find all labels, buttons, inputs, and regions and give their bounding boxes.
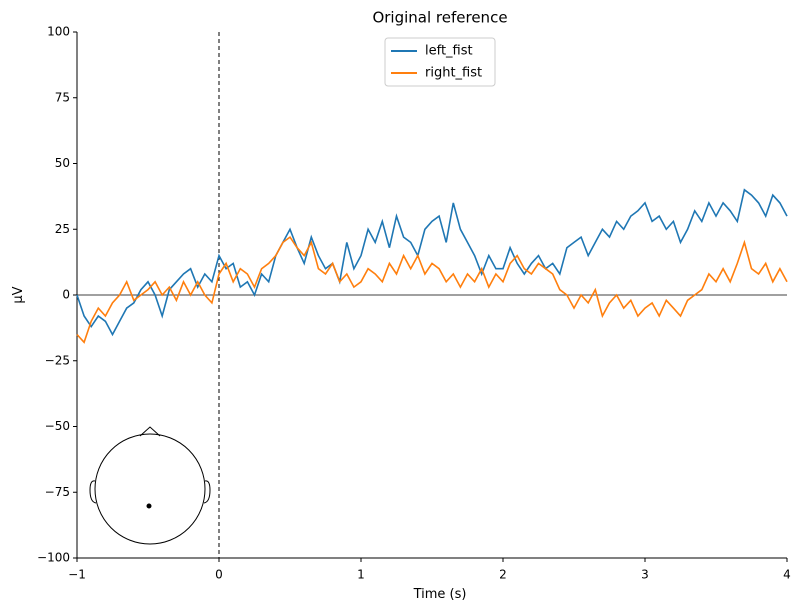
y-tick-label: −25 [45, 353, 70, 367]
legend: left_fist right_fist [384, 37, 496, 87]
y-tick-label: 0 [62, 288, 70, 302]
chart-title: Original reference [372, 9, 507, 27]
x-tick-label: 0 [215, 568, 223, 582]
x-tick-label: 1 [357, 568, 365, 582]
x-tick-label: 4 [783, 568, 791, 582]
x-tick-label: 3 [641, 568, 649, 582]
y-tick-label: 25 [55, 222, 70, 236]
y-tick-label: −75 [45, 485, 70, 499]
series-line [76, 235, 788, 344]
x-tick-label: 2 [499, 568, 507, 582]
x-tick-label: −1 [68, 568, 86, 582]
y-tick-label: −100 [37, 551, 70, 565]
y-tick-label: 75 [55, 90, 70, 104]
y-tick-label: 100 [47, 25, 70, 39]
legend-label: left_fist [425, 44, 473, 59]
y-tick-label: −50 [45, 419, 70, 433]
x-axis-label: Time (s) [413, 587, 467, 602]
y-axis-label: µV [11, 286, 26, 303]
head-inset [89, 426, 211, 545]
y-tick-label: 50 [55, 156, 70, 170]
series-line [76, 188, 788, 337]
legend-label: right_fist [425, 66, 482, 81]
